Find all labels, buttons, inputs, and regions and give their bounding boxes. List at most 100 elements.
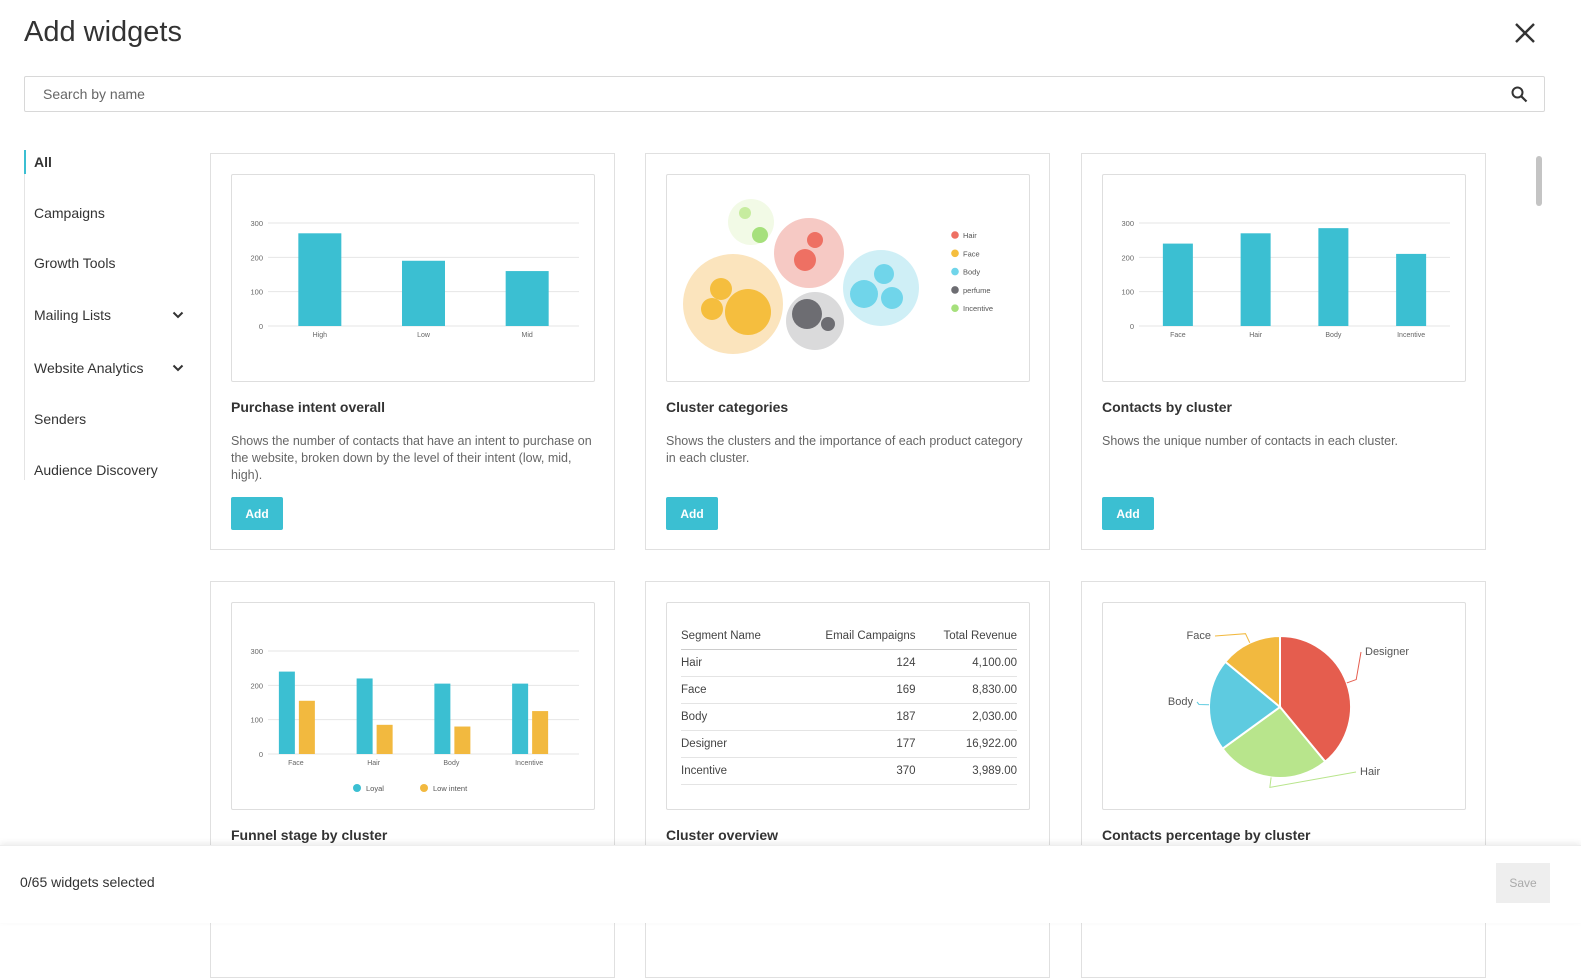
- add-button[interactable]: Add: [666, 497, 718, 530]
- chevron-down-icon[interactable]: [172, 363, 184, 373]
- table-cell: 2,030.00: [915, 703, 1017, 731]
- grouped-bar-chart: 0 100 200 300 Face Hair Body Incentive Loyal Low …: [250, 647, 579, 793]
- table-row: Face 169 8,830.00: [681, 676, 1017, 704]
- table-row: Incentive 370 3,989.00: [681, 757, 1017, 785]
- widget-card-cluster-categories[interactable]: Hair Face Body perfume Incentive Cluster cat…: [645, 153, 1050, 550]
- sidebar-item-campaigns[interactable]: Campaigns: [34, 201, 184, 225]
- bubble: [792, 299, 822, 329]
- bar: [298, 700, 315, 754]
- legend-marker: [951, 249, 959, 258]
- page-title: Add widgets: [24, 16, 182, 48]
- table-cell: 8,830.00: [915, 676, 1017, 704]
- table-cell: 124: [791, 649, 916, 677]
- legend-label: Low intent: [433, 784, 468, 793]
- bubble: [874, 264, 894, 284]
- table-cell: 169: [791, 676, 916, 704]
- legend-marker: [951, 286, 959, 294]
- bubble: [807, 232, 823, 248]
- y-tick-label: 0: [1130, 322, 1134, 331]
- add-button[interactable]: Add: [231, 497, 283, 530]
- scrollbar-thumb[interactable]: [1536, 156, 1542, 206]
- y-tick-label: 100: [250, 288, 263, 297]
- bar-chart: 0 100 200 300 Face Hair Body Incentive: [1121, 219, 1450, 339]
- widget-preview: 0 100 200 300 Face Hair Body Incentive Loyal Low …: [231, 602, 595, 810]
- sidebar-item-audience-discovery[interactable]: Audience Discovery: [34, 458, 184, 482]
- widget-preview: Segment Name Email Campaigns Total Reven…: [666, 602, 1030, 810]
- search-input[interactable]: [41, 85, 1485, 103]
- bubble: [710, 278, 732, 300]
- table-cell: Body: [681, 703, 792, 731]
- table-cell: 177: [791, 730, 916, 758]
- sidebar-item-label: Campaigns: [34, 205, 105, 221]
- legend-label: Loyal: [366, 784, 384, 793]
- widget-title: Contacts percentage by cluster: [1102, 827, 1311, 843]
- y-tick-label: 100: [250, 716, 263, 725]
- bar: [454, 726, 471, 754]
- table-row: Designer 177 16,922.00: [681, 730, 1017, 758]
- widget-card-purchase-intent[interactable]: 0 100 200 300 High Low Mid Purchase intent ove…: [210, 153, 615, 550]
- sidebar-item-label: Growth Tools: [34, 255, 116, 271]
- widget-card-contacts-by-cluster[interactable]: 0 100 200 300 Face Hair Body Incentive Contacts…: [1081, 153, 1486, 550]
- selection-count: 0/65 widgets selected: [20, 874, 155, 890]
- search-box: [24, 76, 1545, 112]
- bar: [512, 683, 529, 754]
- table-cell: Face: [681, 676, 792, 704]
- pie-slice: [1221, 705, 1327, 779]
- legend-label: perfume: [963, 286, 991, 295]
- legend-marker: [951, 267, 959, 276]
- bubble: [739, 207, 751, 219]
- chevron-down-icon[interactable]: [172, 310, 184, 320]
- sidebar-item-all[interactable]: All: [34, 150, 184, 174]
- legend-label: Hair: [963, 231, 977, 240]
- bar: [402, 260, 445, 326]
- sidebar-item-growth-tools[interactable]: Growth Tools: [34, 251, 184, 275]
- pie-slice: [1208, 660, 1282, 751]
- active-indicator: [24, 150, 26, 174]
- table-cell: Designer: [681, 730, 792, 758]
- bar: [376, 724, 393, 754]
- bubble: [725, 289, 771, 335]
- x-tick-label: Face: [1170, 332, 1186, 339]
- sidebar-item-senders[interactable]: Senders: [34, 407, 184, 431]
- legend-marker: [353, 784, 361, 792]
- y-tick-label: 300: [1121, 219, 1134, 228]
- overview-table: Segment Name Email Campaigns Total Reven…: [681, 629, 1017, 785]
- widget-preview: Hair Face Body perfume Incentive: [666, 174, 1030, 382]
- close-icon[interactable]: [1512, 20, 1538, 46]
- pie-slice: [1223, 634, 1281, 710]
- legend-marker: [420, 784, 428, 792]
- y-tick-label: 300: [250, 219, 263, 228]
- table-cell: 3,989.00: [915, 757, 1017, 785]
- table-header: Email Campaigns: [791, 629, 916, 650]
- bubble: [821, 317, 835, 331]
- widget-description: Shows the number of contacts that have a…: [231, 434, 592, 482]
- table-header-row: Segment Name Email Campaigns Total Reven…: [681, 629, 1017, 650]
- search-icon[interactable]: [1511, 86, 1528, 103]
- legend-marker: [951, 304, 959, 312]
- sidebar-item-label: Audience Discovery: [34, 462, 158, 478]
- table-header: Segment Name: [681, 629, 792, 650]
- pie-label: Body: [1168, 696, 1194, 708]
- y-tick-label: 100: [1121, 288, 1134, 297]
- x-tick-label: Low: [417, 332, 431, 339]
- bar: [278, 671, 295, 754]
- bar: [1318, 228, 1349, 326]
- save-button[interactable]: Save: [1496, 863, 1550, 903]
- sidebar-item-website-analytics[interactable]: Website Analytics: [34, 356, 184, 380]
- pie-slice: [1279, 634, 1352, 764]
- table-row: Body 187 2,030.00: [681, 703, 1017, 731]
- bar: [1396, 253, 1427, 326]
- widget-title: Purchase intent overall: [231, 399, 386, 415]
- add-button[interactable]: Add: [1102, 497, 1154, 530]
- bar: [434, 683, 451, 754]
- pie-leader-line: [1214, 633, 1251, 643]
- sidebar-item-label: Website Analytics: [34, 360, 144, 376]
- legend-marker: [951, 231, 959, 239]
- bubble: [881, 287, 903, 309]
- sidebar-item-mailing-lists[interactable]: Mailing Lists: [34, 303, 184, 327]
- table-cell: 16,922.00: [915, 730, 1017, 758]
- y-tick-label: 200: [250, 253, 263, 262]
- x-tick-label: High: [313, 332, 328, 339]
- table-header: Total Revenue: [915, 629, 1017, 650]
- y-tick-label: 200: [250, 681, 263, 690]
